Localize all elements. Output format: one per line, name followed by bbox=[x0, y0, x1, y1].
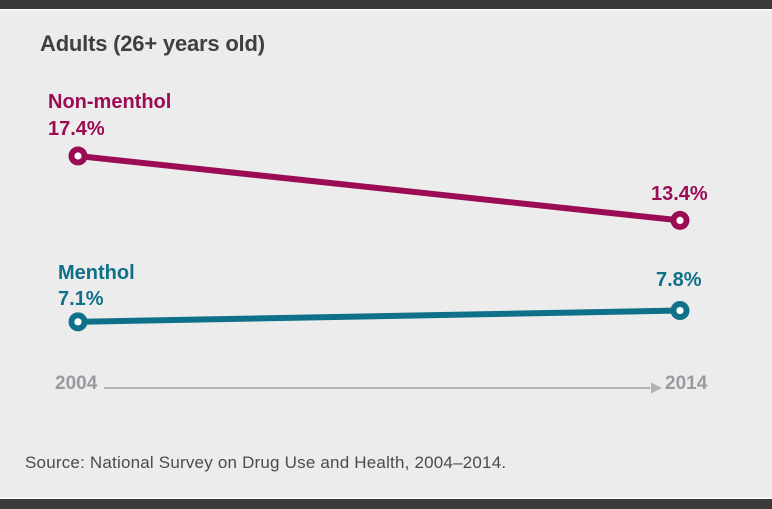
chart-title: Adults (26+ years old) bbox=[40, 31, 265, 56]
x-tick-label-2004: 2004 bbox=[55, 373, 98, 394]
top-frame-bar bbox=[0, 0, 772, 11]
series-line-menthol bbox=[77, 307, 681, 325]
series-line-non-menthol bbox=[77, 153, 681, 224]
data-point-hole-non-menthol-2004 bbox=[74, 152, 82, 160]
data-point-hole-menthol-2004 bbox=[74, 318, 82, 326]
series-label-non-menthol: Non-menthol bbox=[48, 91, 172, 113]
value-label-menthol-2014: 7.8% bbox=[656, 269, 702, 291]
value-label-non-menthol-2014: 13.4% bbox=[651, 183, 708, 205]
x-tick-label-2014: 2014 bbox=[665, 373, 708, 394]
bottom-frame-bar bbox=[0, 497, 772, 509]
value-label-non-menthol-2004: 17.4% bbox=[48, 118, 105, 140]
series-label-menthol: Menthol bbox=[58, 262, 135, 284]
value-label-menthol-2004: 7.1% bbox=[58, 288, 104, 310]
data-point-hole-non-menthol-2014 bbox=[676, 216, 684, 224]
x-axis-arrowhead-icon bbox=[651, 382, 662, 394]
data-point-hole-menthol-2014 bbox=[676, 306, 684, 315]
source-note: Source: National Survey on Drug Use and … bbox=[25, 453, 507, 472]
